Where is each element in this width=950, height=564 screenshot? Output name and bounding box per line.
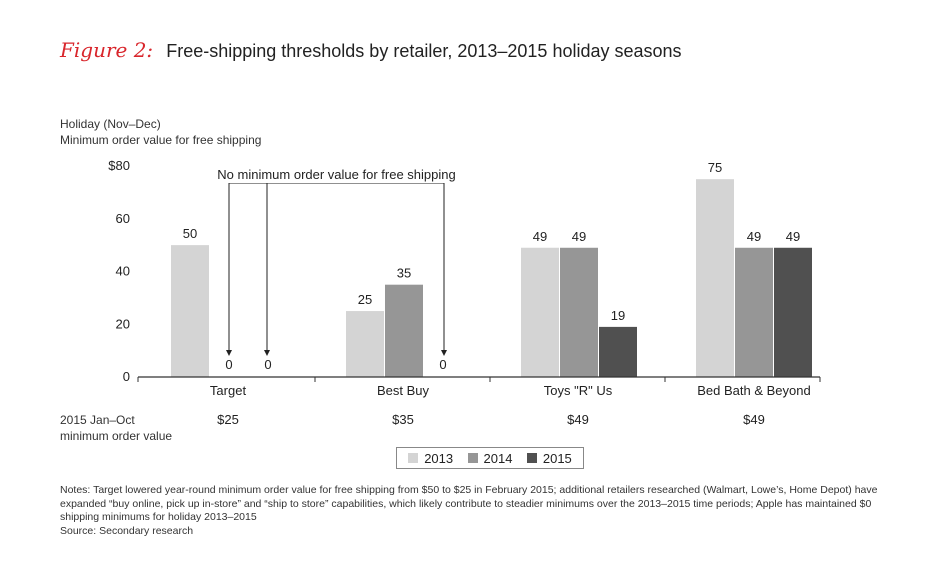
legend-item-2014: 2014	[467, 450, 513, 466]
bar	[385, 284, 423, 377]
bar-value-label: 49	[533, 229, 547, 244]
bar-value-label: 0	[439, 357, 446, 372]
bar-value-label: 0	[225, 357, 232, 372]
row-2015-values: $25 $35 $49 $49	[0, 412, 950, 432]
legend-swatch-2015	[526, 453, 537, 463]
bar-value-label: 19	[611, 308, 625, 323]
x-tick-label: Target	[210, 383, 247, 398]
legend-label-2014: 2014	[483, 450, 513, 466]
y-axis-label-line-2: Minimum order value for free shipping	[60, 133, 262, 147]
annotation-text: No minimum order value for free shipping	[217, 167, 455, 182]
bar	[560, 247, 598, 377]
bar-chart: $80 60 40 20 0 50 25 49 75 0 35 49 49 0 0 19 49 Target Bes…	[108, 158, 821, 398]
bar-value-label: 49	[572, 229, 586, 244]
bar	[346, 311, 384, 377]
y-tick-label: 0	[123, 369, 130, 384]
bar-value-label: 0	[264, 357, 271, 372]
row-2015-label-line-1: 2015 Jan–Oct	[60, 413, 135, 427]
row-2015-value-toys-r-us: $49	[567, 412, 589, 427]
bar	[735, 247, 773, 377]
annotation-text-background	[214, 166, 459, 183]
y-tick-label: 60	[116, 211, 130, 226]
annotation-arrowhead	[226, 350, 232, 356]
row-2015-label: 2015 Jan–Oct minimum order value	[60, 412, 172, 444]
figure-title: Figure 2: Free-shipping thresholds by re…	[60, 38, 682, 62]
legend: 2013 2014 2015	[396, 447, 584, 469]
y-tick-label: 40	[116, 264, 130, 279]
bar-value-label: 35	[397, 266, 411, 281]
row-2015-value-bed-bath-beyond: $49	[743, 412, 765, 427]
legend-swatch-2013	[408, 453, 419, 463]
bar-value-label: 75	[708, 160, 722, 175]
row-2015-value-best-buy: $35	[392, 412, 414, 427]
notes-text: Notes: Target lowered year-round minimum…	[60, 484, 878, 523]
bar	[774, 247, 812, 377]
legend-swatch-2014	[467, 453, 478, 463]
legend-label-2013: 2013	[424, 450, 454, 466]
y-tick-label: 20	[116, 316, 130, 331]
y-axis-label-line-1: Holiday (Nov–Dec)	[60, 117, 161, 131]
y-axis-label: Holiday (Nov–Dec) Minimum order value fo…	[60, 116, 261, 148]
row-2015-value-target: $25	[217, 412, 239, 427]
notes: Notes: Target lowered year-round minimum…	[60, 484, 880, 538]
y-tick-label: $80	[108, 158, 130, 173]
bar-value-label: 25	[358, 292, 372, 307]
annotation-arrowhead	[264, 350, 270, 356]
annotation-arrowhead	[441, 350, 447, 356]
row-2015-label-line-2: minimum order value	[60, 429, 173, 443]
bar	[521, 247, 559, 377]
legend-item-2015: 2015	[526, 450, 572, 466]
x-tick-label: Bed Bath & Beyond	[697, 383, 810, 398]
bar	[696, 179, 734, 377]
legend-label-2015: 2015	[542, 450, 572, 466]
bar-value-label: 49	[747, 229, 761, 244]
x-tick-label: Toys "R" Us	[544, 383, 613, 398]
bar-value-label: 50	[183, 226, 197, 241]
bar	[171, 245, 209, 377]
source-text: Source: Secondary research	[60, 524, 194, 537]
figure-title-text: Free-shipping thresholds by retailer, 20…	[166, 41, 682, 61]
bar	[599, 326, 637, 377]
x-tick-label: Best Buy	[377, 383, 430, 398]
figure-label: Figure 2:	[60, 38, 154, 62]
legend-item-2013: 2013	[408, 451, 453, 466]
bar-value-label: 49	[786, 229, 800, 244]
